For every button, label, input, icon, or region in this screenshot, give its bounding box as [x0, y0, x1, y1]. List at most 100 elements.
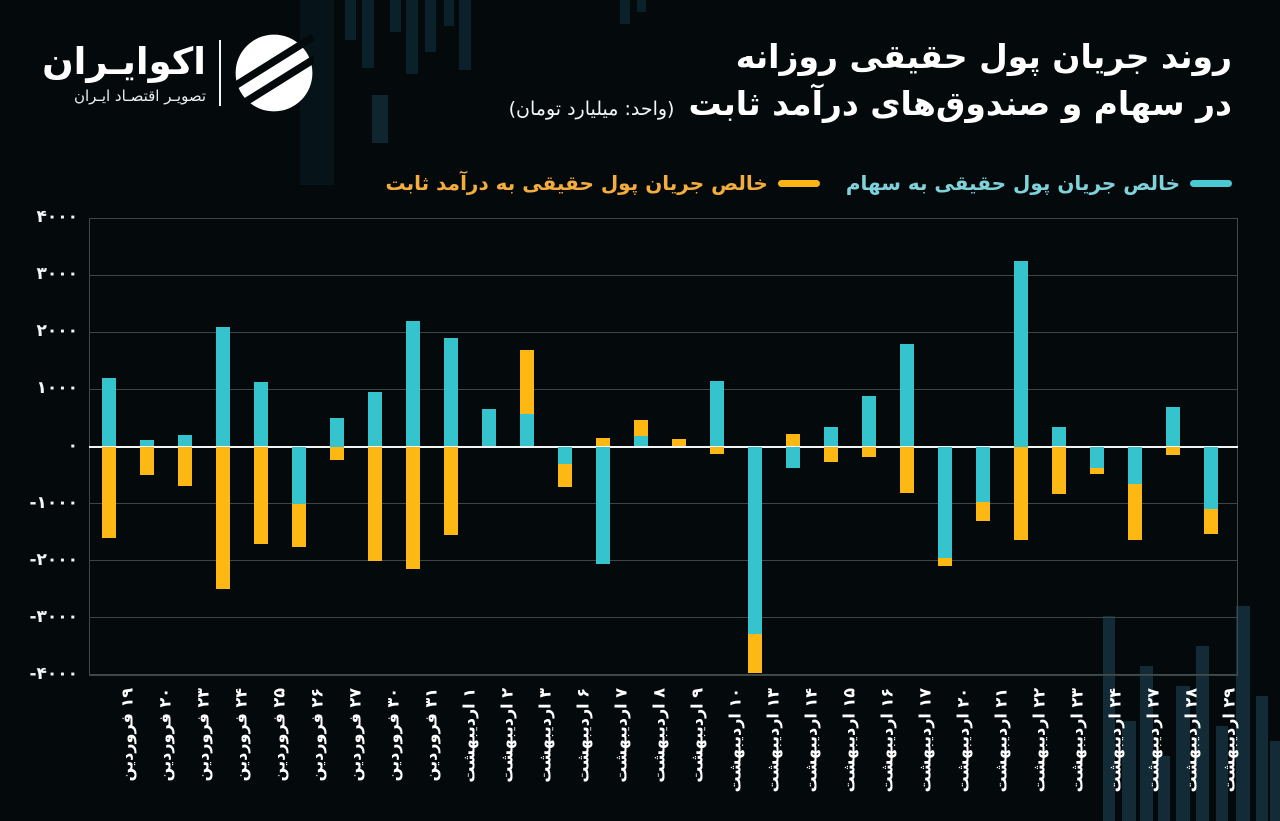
grid-line	[89, 331, 1238, 333]
legend-label-fixed-income: خالص جریان پول حقیقی به درآمد ثابت	[385, 171, 768, 195]
fixed-income-bar	[329, 446, 344, 460]
legend-item-stocks: خالص جریان پول حقیقی به سهام	[846, 171, 1232, 195]
brand-name: اکوایـران	[42, 40, 206, 83]
x-axis-tick-label: ۲۲ اردیبهشت	[1029, 688, 1049, 793]
stocks-bar	[1051, 426, 1066, 447]
stocks-bar	[329, 417, 344, 447]
grid-line	[89, 503, 1238, 505]
grid-line	[89, 617, 1238, 619]
fixed-income-bar	[101, 446, 116, 538]
stocks-bar	[1013, 260, 1028, 447]
stocks-bar	[481, 409, 496, 447]
fixed-income-bar	[1089, 468, 1104, 475]
y-axis-tick-label: -۲۰۰۰	[29, 549, 78, 570]
y-axis-tick-label: ۳۰۰۰	[36, 264, 78, 285]
stocks-bar	[633, 435, 648, 447]
x-axis-tick-label: ۱۰ اردیبهشت	[725, 688, 745, 793]
x-axis-tick-label: ۲۳ فروردین	[193, 688, 213, 782]
fixed-income-bar	[1051, 446, 1066, 495]
stocks-bar	[823, 427, 838, 447]
background-bar-texture	[372, 95, 388, 143]
x-axis-tick-label: ۲۰ اردیبهشت	[953, 688, 973, 793]
y-axis-tick-label: ۲۰۰۰	[36, 321, 78, 342]
stocks-bar	[861, 396, 876, 447]
background-bar-texture	[406, 0, 418, 74]
chart-legend: خالص جریان پول حقیقی به سهام خالص جریان …	[385, 171, 1232, 195]
x-axis-tick-label: ۷ اردیبهشت	[611, 688, 631, 783]
background-bar-texture	[1270, 741, 1280, 821]
fixed-income-bar	[937, 557, 952, 567]
fixed-income-bar	[1165, 446, 1180, 456]
x-axis-tick-label: ۱ اردیبهشت	[459, 688, 479, 783]
x-axis-tick-label: ۹ اردیبهشت	[687, 688, 707, 783]
brand-logo: اکوایـران تصویـر اقتصـاد ایـران	[34, 30, 314, 116]
x-axis-tick-label: ۶ اردیبهشت	[573, 688, 593, 783]
background-bar-texture	[1236, 606, 1250, 821]
background-bar-texture	[345, 0, 356, 40]
x-axis-tick-label: ۱۳ اردیبهشت	[763, 688, 783, 793]
stocks-bar	[747, 446, 762, 634]
fixed-income-bar	[1127, 483, 1142, 540]
x-axis-tick-label: ۲۸ اردیبهشت	[1181, 688, 1201, 793]
y-axis-tick-label: -۴۰۰۰	[29, 664, 78, 684]
x-axis-tick-label: ۱۵ اردیبهشت	[839, 688, 859, 793]
zero-baseline	[89, 445, 1238, 448]
grid-line	[89, 560, 1238, 562]
stocks-bar	[101, 377, 116, 447]
x-axis-tick-label: ۸ اردیبهشت	[649, 688, 669, 783]
fixed-income-bar	[215, 446, 230, 590]
stocks-series-marker-icon	[1190, 179, 1232, 187]
grid-line	[89, 274, 1238, 276]
background-bar-texture	[1103, 616, 1115, 821]
y-axis-tick-label: ۱۰۰۰	[36, 378, 78, 399]
x-axis-tick-label: ۲۳ اردیبهشت	[1067, 688, 1087, 793]
background-bar-texture	[1216, 726, 1228, 821]
fixed-income-bar	[1013, 446, 1028, 540]
fixed-income-bar	[367, 446, 382, 561]
fixed-income-series-marker-icon	[777, 179, 820, 187]
x-axis-tick-label: ۱۹ فروردین	[117, 688, 137, 782]
x-axis-tick-label: ۲ اردیبهشت	[497, 688, 517, 783]
chart-title: روند جریان پول حقیقی روزانه در سهام و صن…	[509, 33, 1232, 133]
stocks-bar	[1127, 446, 1142, 484]
fixed-income-bar	[861, 446, 876, 457]
stocks-bar	[139, 439, 154, 447]
x-axis-tick-label: ۳۰ فروردین	[383, 688, 403, 782]
stocks-bar	[443, 337, 458, 447]
x-axis-tick-label: ۱۶ اردیبهشت	[877, 688, 897, 793]
x-axis-tick-label: ۲۵ فروردین	[269, 688, 289, 782]
x-axis-tick-label: ۱۴ اردیبهشت	[801, 688, 821, 793]
fixed-income-bar	[1203, 509, 1218, 534]
stocks-bar	[1089, 446, 1104, 469]
fixed-income-bar	[139, 446, 154, 476]
stocks-bar	[709, 380, 724, 447]
x-axis-tick-label: ۲۹ اردیبهشت	[1219, 688, 1239, 793]
unit-label: (واحد: میلیارد تومان)	[508, 98, 675, 120]
background-bar-texture	[1158, 756, 1170, 821]
x-axis-tick-label: ۲۶ فروردین	[307, 688, 327, 782]
x-axis-tick-label: ۲۰ فروردین	[155, 688, 175, 782]
fixed-income-bar	[747, 633, 762, 674]
background-bar-texture	[1140, 666, 1153, 821]
background-bar-texture	[1176, 686, 1190, 821]
x-axis-tick-label: ۲۱ اردیبهشت	[991, 688, 1011, 793]
stocks-bar	[899, 344, 914, 447]
x-axis-tick-label: ۲۷ فروردین	[345, 688, 365, 782]
background-bar-texture	[620, 0, 630, 24]
fixed-income-bar	[633, 419, 648, 436]
background-bar-texture	[425, 0, 436, 52]
fixed-income-bar	[709, 446, 724, 455]
fixed-income-bar	[785, 433, 800, 447]
y-axis-tick-label: ۴۰۰۰	[36, 207, 78, 227]
background-bar-texture	[459, 0, 471, 70]
stocks-bar	[177, 435, 192, 447]
fixed-income-bar	[291, 503, 306, 548]
background-bar-texture	[1196, 646, 1209, 821]
background-bar-texture	[1122, 721, 1136, 821]
stocks-bar	[557, 446, 572, 464]
legend-label-stocks: خالص جریان پول حقیقی به سهام	[845, 171, 1180, 195]
fixed-income-bar	[443, 446, 458, 536]
grid-line	[89, 388, 1238, 390]
y-axis-tick-label: -۳۰۰۰	[29, 606, 78, 627]
